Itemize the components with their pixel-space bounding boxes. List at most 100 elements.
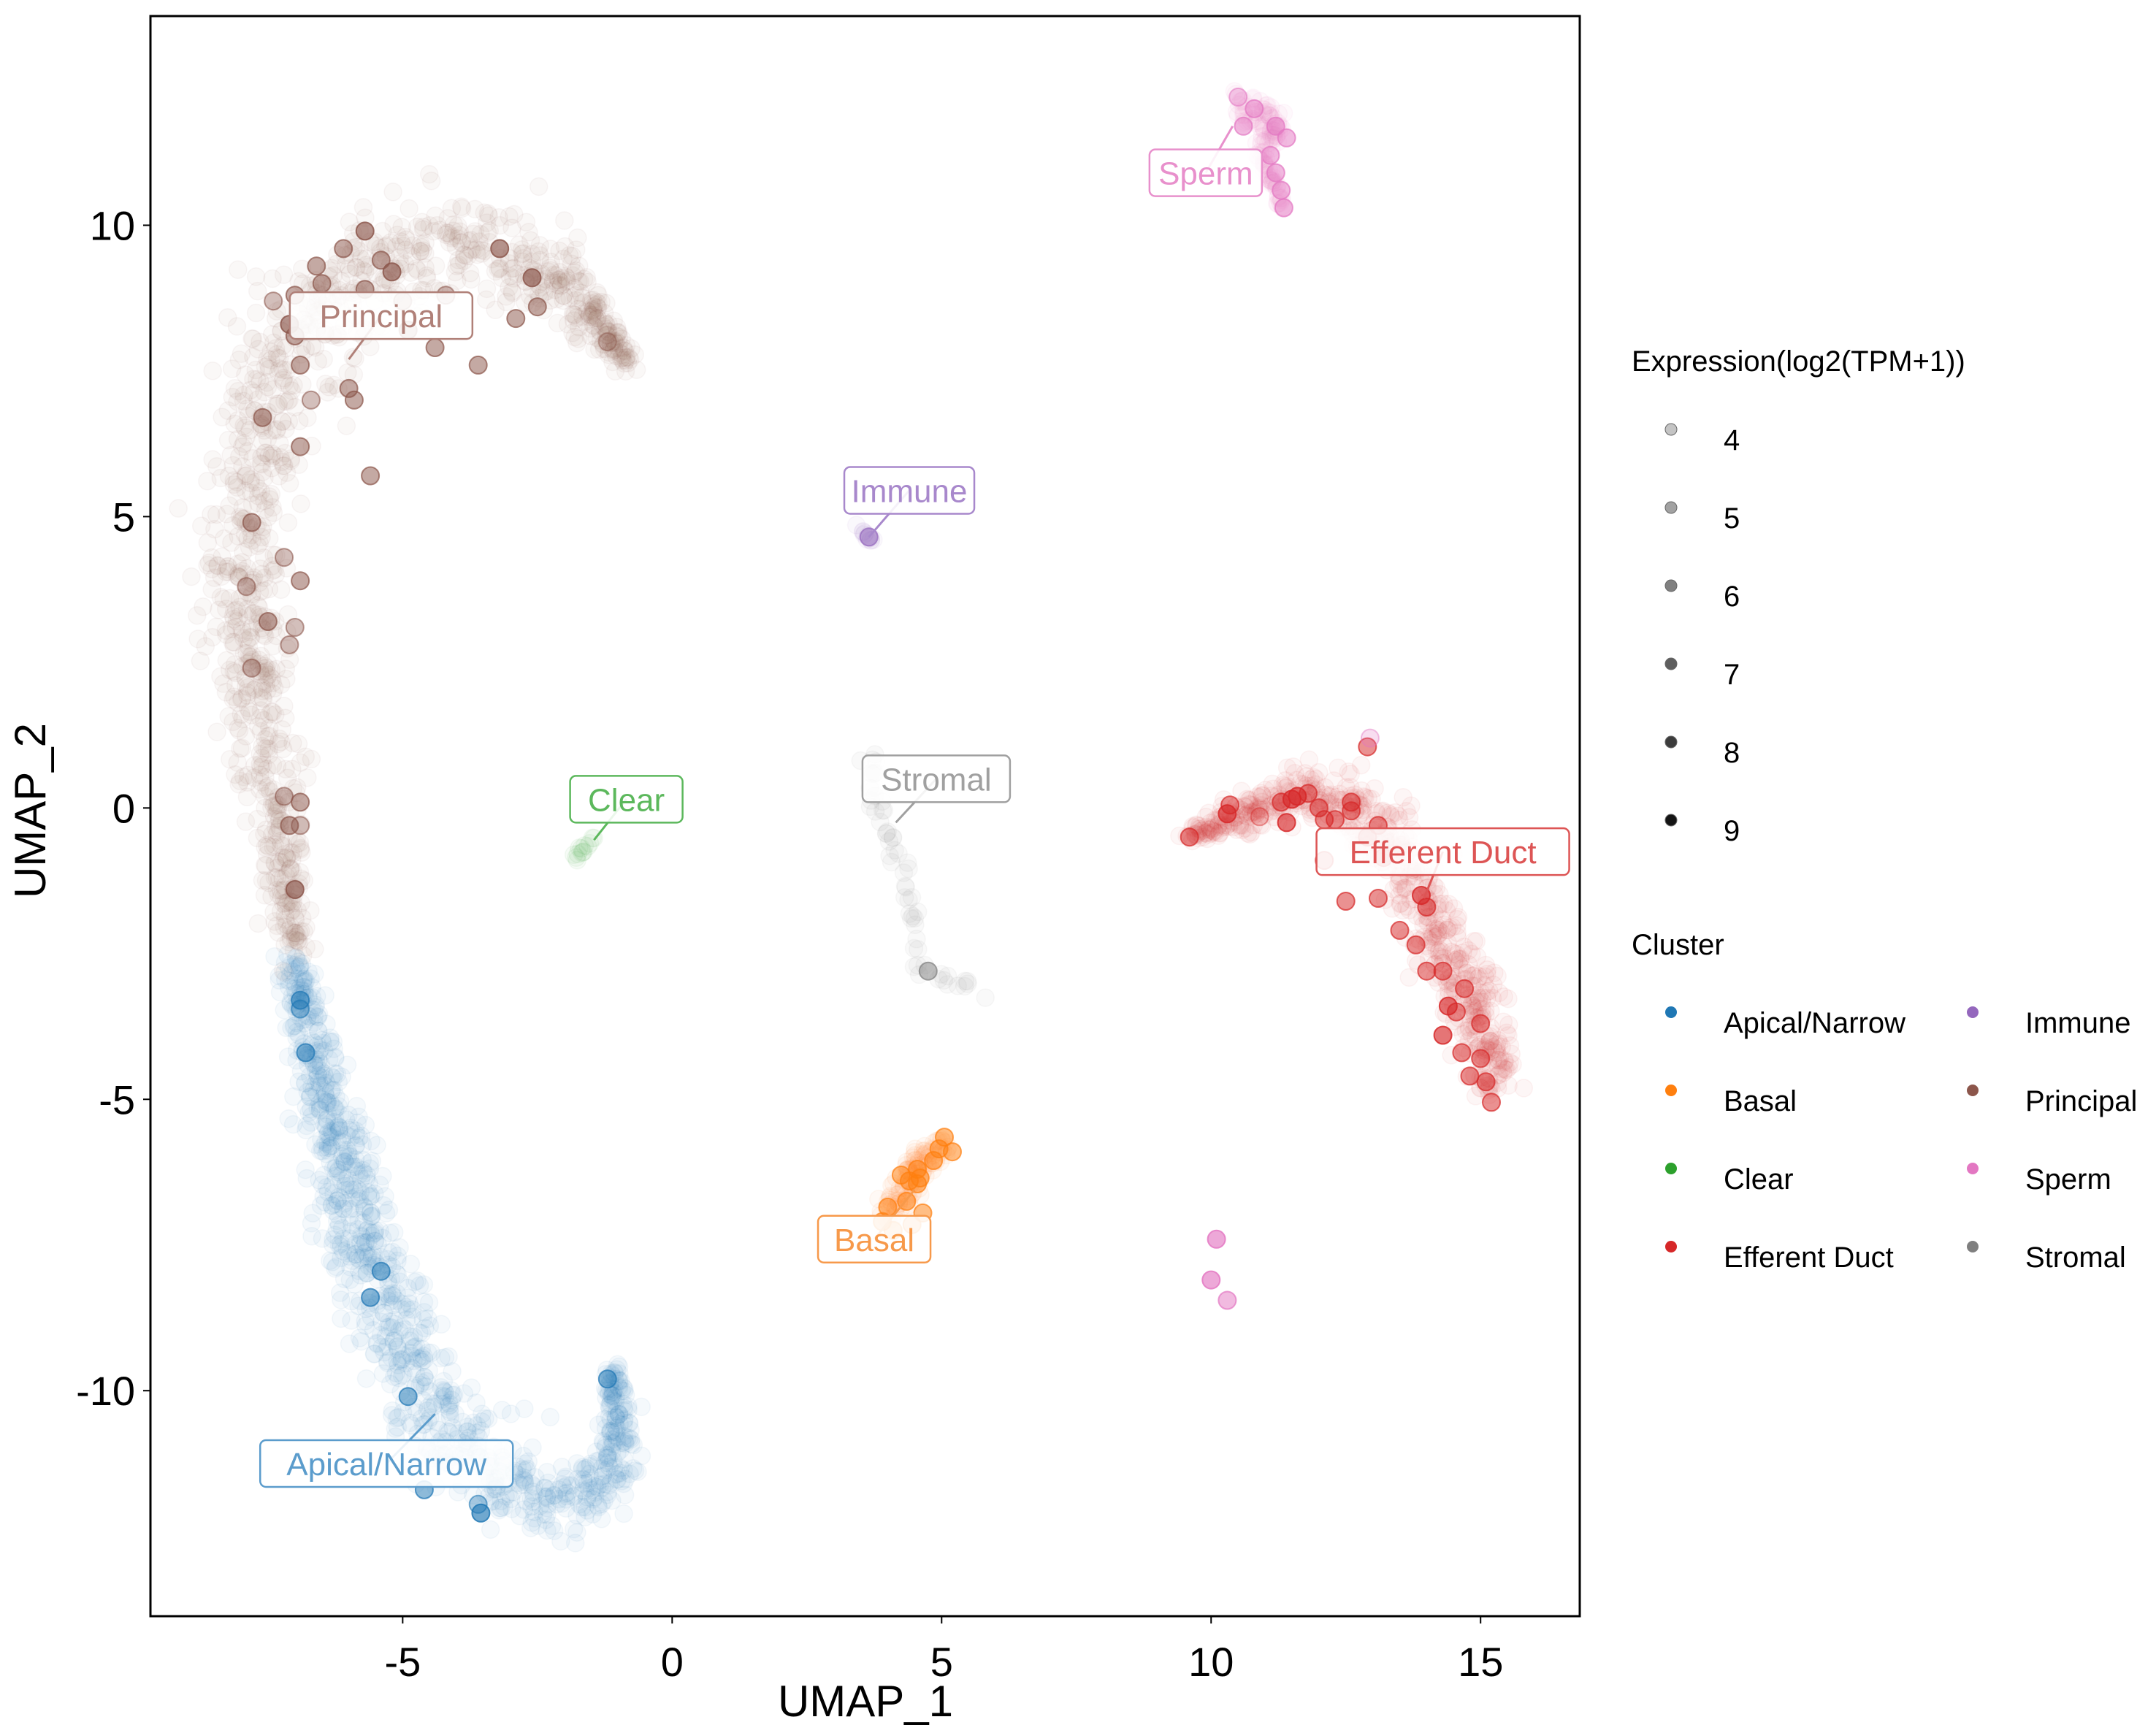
background-cell-point: [513, 248, 533, 268]
background-cell-point: [548, 275, 567, 294]
background-cell-point: [619, 348, 638, 367]
expression-legend-label: 7: [1724, 659, 1740, 691]
background-cell-point: [448, 250, 468, 269]
background-cell-point: [297, 1120, 316, 1140]
background-cell-point: [313, 1030, 332, 1050]
background-cell-point: [272, 412, 292, 432]
background-cell-point: [258, 378, 278, 397]
background-cell-point: [370, 1221, 389, 1240]
background-cell-point: [286, 923, 305, 943]
background-cell-point: [346, 1125, 366, 1144]
background-cell-point: [327, 1211, 347, 1231]
background-cell-point: [565, 263, 584, 283]
background-cell-point: [592, 1494, 611, 1514]
background-cell-point: [242, 329, 261, 348]
background-cell-point: [290, 924, 309, 943]
background-cell-point: [350, 1190, 370, 1209]
background-cell-point: [259, 529, 279, 548]
background-cell-point: [276, 849, 296, 868]
background-cell-point: [543, 273, 563, 292]
background-cell-point: [328, 1191, 347, 1210]
background-cell-point: [380, 1292, 400, 1311]
background-cell-point: [556, 1484, 575, 1503]
background-cell-point: [603, 332, 622, 352]
background-cell-point: [273, 836, 293, 855]
background-cell-point: [253, 565, 272, 584]
background-cell-point: [526, 1468, 545, 1487]
background-cell-point: [574, 269, 594, 288]
background-cell-point: [248, 914, 268, 933]
background-cell-point: [223, 632, 242, 651]
background-cell-point: [521, 1518, 540, 1537]
background-cell-point: [317, 1144, 336, 1163]
background-cell-point: [421, 171, 441, 191]
background-cell-point: [203, 362, 222, 380]
background-cell-point: [232, 562, 252, 581]
background-cell-point: [233, 456, 252, 476]
background-cell-point: [347, 258, 366, 278]
background-cell-point: [365, 1223, 384, 1242]
background-cell-point: [280, 376, 299, 396]
background-cell-point: [596, 319, 615, 339]
background-cell-point: [346, 1234, 365, 1254]
background-cell-point: [324, 1098, 343, 1117]
background-cell-point: [595, 1410, 615, 1429]
background-cell-point: [317, 1092, 336, 1112]
expressing-cell-point: [1217, 1290, 1237, 1310]
background-cell-point: [317, 1014, 336, 1033]
cluster-legend-key: [1665, 1085, 1677, 1096]
background-cell-point: [436, 225, 456, 245]
background-cell-point: [247, 370, 267, 389]
background-cell-point: [295, 1074, 315, 1093]
background-cell-point: [286, 930, 305, 949]
background-cell-point: [331, 1189, 350, 1208]
background-cell-point: [253, 688, 272, 708]
background-cell-point: [248, 390, 267, 409]
background-cell-point: [300, 1007, 319, 1026]
background-cell-point: [259, 356, 278, 375]
background-cell-point: [232, 588, 252, 607]
expression-legend-key: [1664, 423, 1678, 436]
background-cell-point: [279, 920, 299, 940]
background-cell-point: [505, 204, 524, 224]
background-cell-point: [460, 264, 480, 283]
background-cell-point: [386, 1363, 406, 1382]
background-cell-point: [415, 1350, 434, 1369]
expressing-cell-point: [1272, 180, 1291, 200]
background-cell-point: [543, 271, 562, 291]
background-cell-point: [326, 1087, 345, 1106]
background-cell-point: [231, 739, 250, 758]
background-cell-point: [274, 894, 293, 914]
background-cell-point: [589, 340, 609, 359]
expressing-cell-point: [334, 239, 353, 259]
background-cell-point: [217, 559, 237, 578]
background-cell-point: [223, 516, 242, 535]
background-cell-point: [461, 240, 481, 259]
background-cell-point: [597, 1461, 616, 1480]
background-cell-point: [557, 271, 576, 291]
background-cell-point: [225, 414, 245, 434]
background-cell-point: [222, 619, 242, 638]
background-cell-point: [286, 923, 305, 943]
background-cell-point: [567, 1523, 586, 1542]
background-cell-point: [616, 336, 636, 355]
background-cell-point: [265, 853, 284, 872]
background-cell-point: [614, 1401, 633, 1420]
background-cell-point: [521, 1474, 540, 1493]
background-cell-point: [218, 562, 238, 581]
background-cell-point: [291, 494, 310, 513]
background-cell-point: [248, 486, 268, 505]
background-cell-point: [288, 926, 307, 946]
background-cell-point: [319, 1049, 339, 1069]
expressing-cell-point: [1417, 898, 1437, 917]
background-cell-point: [608, 1443, 627, 1463]
background-cell-point: [228, 693, 248, 712]
background-cell-point: [600, 1399, 619, 1418]
background-cell-point: [274, 456, 293, 475]
background-cell-point: [332, 1290, 351, 1309]
background-cell-point: [573, 307, 592, 326]
background-cell-point: [237, 631, 257, 650]
background-cell-point: [1449, 955, 1469, 974]
background-cell-point: [329, 1215, 348, 1234]
background-cell-point: [324, 1080, 343, 1100]
